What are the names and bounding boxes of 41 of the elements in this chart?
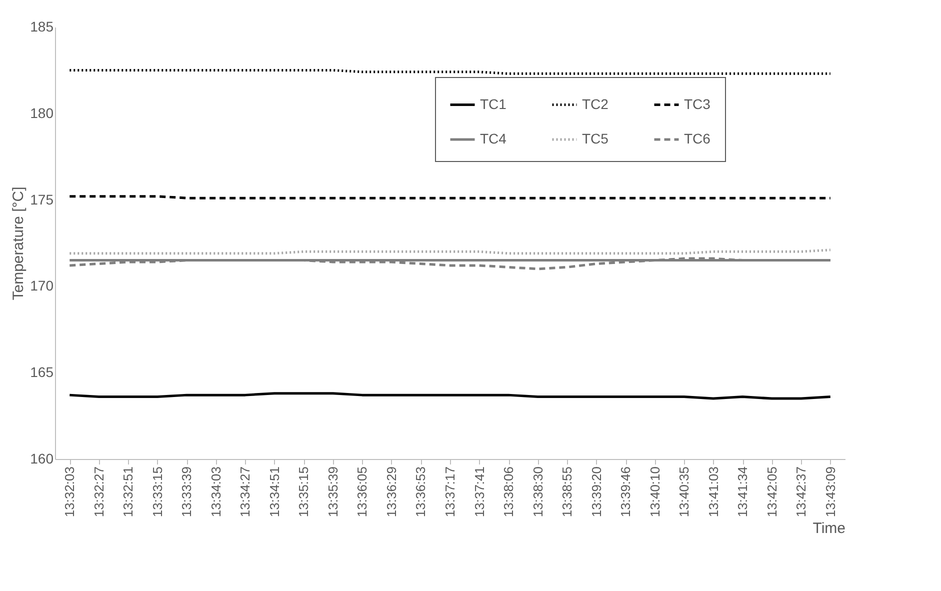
x-tick-label: 13:40:35 [676, 466, 692, 518]
x-tick-label: 13:34:27 [238, 466, 253, 518]
y-tick-label: 175 [30, 191, 54, 208]
x-tick-label: 13:41:34 [735, 466, 750, 518]
x-tick-label: 13:38:06 [501, 466, 516, 518]
x-axis-title: Time [812, 520, 846, 538]
y-tick-label: 165 [30, 364, 54, 380]
x-tick-label: 13:34:03 [208, 466, 224, 518]
y-tick-label: 160 [30, 450, 54, 466]
y-tick-label: 185 [30, 18, 54, 34]
legend-label: TC2 [582, 96, 609, 112]
legend-label: TC6 [684, 130, 711, 146]
x-tick-label: 13:32:03 [62, 466, 78, 518]
x-tick-label: 13:38:55 [560, 466, 575, 518]
legend-label: TC5 [582, 130, 609, 146]
x-tick-label: 13:36:05 [354, 466, 370, 518]
y-tick-label: 170 [30, 278, 54, 294]
x-tick-label: 13:38:30 [530, 466, 546, 518]
x-tick-label: 13:39:20 [588, 466, 604, 518]
x-tick-label: 13:37:17 [442, 466, 458, 518]
x-tick-label: 13:34:51 [266, 466, 282, 518]
legend-label: TC4 [480, 130, 507, 146]
x-tick-label: 13:33:39 [179, 466, 194, 518]
legend-label: TC1 [480, 96, 507, 112]
x-tick-label: 13:35:39 [325, 466, 340, 518]
x-tick-label: 13:32:27 [91, 466, 106, 518]
x-tick-label: 13:36:53 [413, 466, 428, 518]
y-axis-title: Temperature [°C] [10, 186, 28, 300]
y-tick-label: 180 [30, 104, 54, 121]
x-tick-label: 13:35:15 [296, 466, 312, 518]
x-tick-label: 13:33:15 [150, 466, 165, 518]
x-tick-label: 13:39:46 [618, 466, 634, 518]
x-tick-label: 13:36:29 [384, 466, 399, 518]
legend-label: TC3 [684, 96, 711, 112]
x-tick-label: 13:32:51 [120, 466, 136, 518]
x-tick-label: 13:40:10 [647, 466, 662, 518]
x-tick-label: 13:42:37 [794, 466, 809, 518]
x-tick-label: 13:41:03 [706, 466, 721, 518]
x-tick-label: 13:43:09 [822, 466, 838, 518]
x-tick-label: 13:42:05 [764, 466, 780, 518]
x-tick-label: 13:37:41 [472, 466, 487, 518]
